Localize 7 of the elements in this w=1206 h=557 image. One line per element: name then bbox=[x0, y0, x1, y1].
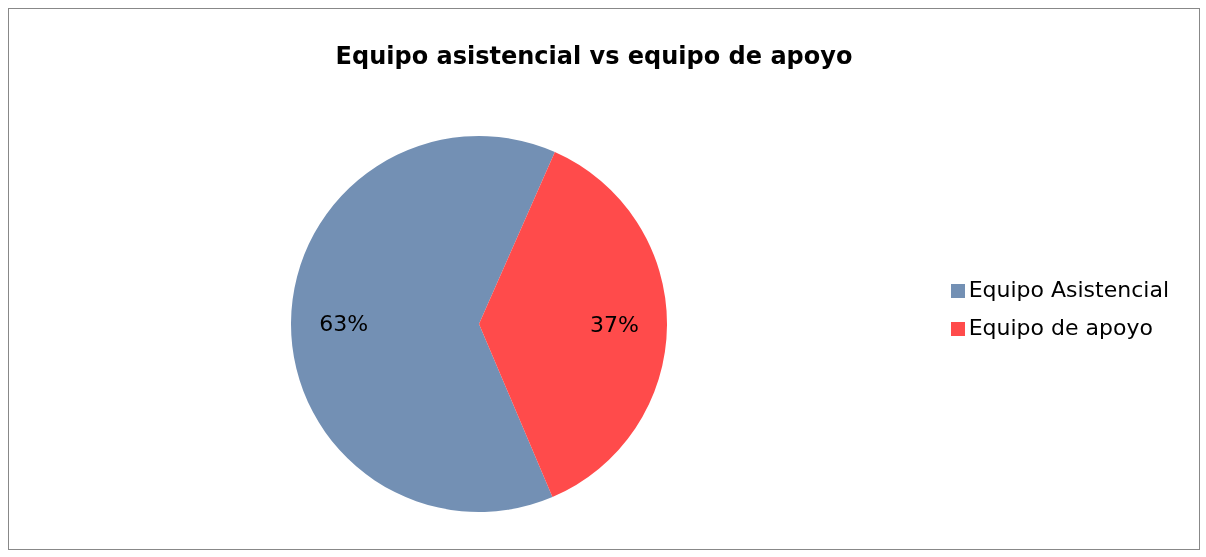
pie-slice bbox=[291, 136, 555, 512]
data-label: 37% bbox=[589, 312, 639, 338]
chart-title: Equipo asistencial vs equipo de apoyo bbox=[334, 41, 854, 70]
legend-label: Equipo de apoyo bbox=[968, 315, 1153, 340]
pie-slice bbox=[479, 151, 667, 498]
data-label: 63% bbox=[319, 310, 369, 336]
legend-label: Equipo Asistencial bbox=[968, 277, 1169, 302]
